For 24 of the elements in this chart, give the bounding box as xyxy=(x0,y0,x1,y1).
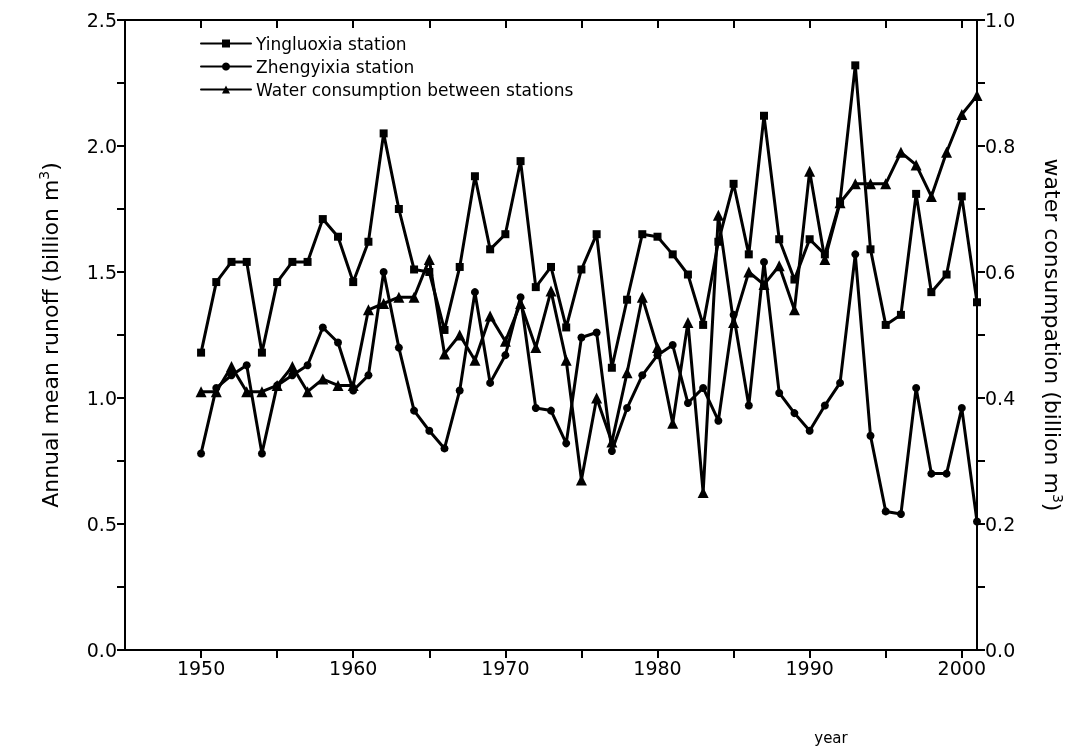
x-tick-label: 1990 xyxy=(785,656,834,679)
x-tick-label: 1980 xyxy=(633,656,682,679)
y-tick-label: 2.5 xyxy=(86,9,117,31)
y2-tick-label: 1.0 xyxy=(985,9,1016,31)
y-tick-label: 0.5 xyxy=(86,513,117,535)
y-tick-label: 2.0 xyxy=(86,135,117,157)
y2-tick-label: 0.0 xyxy=(985,639,1016,661)
y-axis-title: Annual mean runoff (billion m3) xyxy=(36,162,63,508)
y-tick-label: 1.5 xyxy=(86,261,117,283)
y2-axis-title: water consumpation (billion m3) xyxy=(1039,158,1066,512)
x-tick-label: 1960 xyxy=(329,656,378,679)
y2-tick-label: 0.2 xyxy=(985,513,1016,535)
legend-label: Zhengyixia station xyxy=(256,56,415,77)
legend-label: Yingluoxia station xyxy=(255,33,407,54)
x-axis-title: year xyxy=(814,728,849,747)
y-tick-label: 0.0 xyxy=(86,639,117,661)
y2-tick-label: 0.8 xyxy=(985,135,1016,157)
x-tick-label: 1950 xyxy=(176,656,226,679)
y2-tick-label: 0.4 xyxy=(985,387,1016,409)
y2-tick-label: 0.6 xyxy=(985,261,1016,283)
x-tick-label: 1970 xyxy=(481,656,530,679)
x-tick-label: 2000 xyxy=(937,656,986,679)
legend-label: Water consumption between stations xyxy=(256,79,574,100)
y-tick-label: 1.0 xyxy=(86,387,117,409)
